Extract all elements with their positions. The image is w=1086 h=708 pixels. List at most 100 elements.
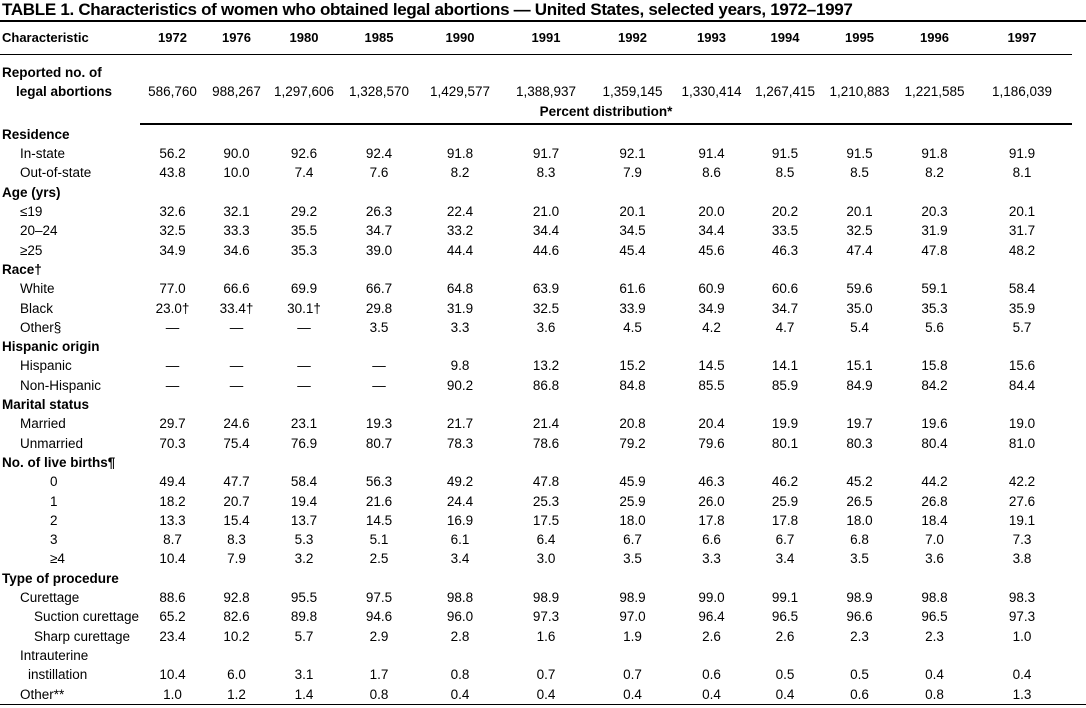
row-label: Suction curettage [34,609,140,625]
cell: 3.6 [925,551,944,567]
row-label: Other§ [20,319,62,335]
cell: 1,330,414 [681,84,742,100]
cell: 81.0 [1008,435,1036,451]
cell: 58.4 [1008,281,1036,297]
row-label: Hispanic [20,358,72,374]
cell: 33.9 [619,300,646,316]
cell: 98.9 [532,590,560,606]
cell: 0.5 [850,667,869,683]
cell: 5.6 [925,319,944,335]
cell: 0.4 [925,667,944,683]
section: No. of live births¶ 0 49.4 47.7 58.4 56.3 49.2… [0,453,1072,569]
data-table: Characteristic 1972 1976 1980 1985 1990 1991 19… [0,22,1072,704]
cell: 75.4 [223,435,250,451]
row-label: Non-Hispanic [20,377,102,393]
cell: 19.6 [921,416,948,432]
cell: 26.8 [921,493,948,509]
cell: 10.0 [223,165,250,181]
cell: 0.6 [850,686,869,702]
cell: 91.9 [1008,146,1036,162]
cell: 82.6 [223,609,250,625]
cell: 46.3 [698,474,725,490]
cell: 34.7 [771,300,799,316]
cell: 33.3 [223,223,250,239]
cell: 2.5 [369,551,389,567]
cell: 29.8 [365,300,393,316]
cell: 89.8 [290,609,318,625]
table-header: Characteristic 1972 1976 1980 1985 1990 1991 19… [0,22,1072,55]
cell: 77.0 [159,281,186,297]
cell: 19.1 [1008,512,1036,528]
cell: 42.2 [1008,474,1036,490]
cell: 19.4 [290,493,318,509]
data-row: 1 18.2 20.7 19.4 21.6 24.4 25.3 25.9 26.0 25.9 26.… [0,492,1072,511]
cell: 15.2 [619,358,646,374]
cell: 8.3 [227,532,246,548]
cell: 7.9 [227,551,246,567]
cell: 91.5 [771,146,799,162]
cell: 1.0 [1012,628,1032,644]
cell: 29.2 [290,204,318,220]
cell: 66.6 [223,281,250,297]
cell: — [165,319,180,335]
column-header: 1976 [205,22,268,55]
cell: 17.5 [532,512,560,528]
section-title: Residence [2,126,70,142]
cell: 98.3 [1008,590,1036,606]
cell: 0.4 [450,686,470,702]
cell: 32.6 [159,204,186,220]
cell: 14.5 [698,358,725,374]
section-title: Hispanic origin [2,339,100,355]
cell: 7.4 [294,165,314,181]
cell: 70.3 [159,435,186,451]
cell: 1,297,606 [273,84,335,100]
cell: 79.2 [619,435,646,451]
cell: 32.5 [159,223,186,239]
cell: 0.8 [369,686,389,702]
cell: 84.9 [846,377,873,393]
section: Hispanic origin Hispanic — — — — 9.8 13.2 15.2 14… [0,337,1072,395]
cell: 27.6 [1008,493,1036,509]
data-row: Curettage 88.6 92.8 95.5 97.5 98.8 98.9 98.9 99.… [0,588,1072,607]
cell: 7.6 [369,165,389,181]
subheader-row: Percent distribution* [0,101,1072,125]
cell: 18.2 [159,493,186,509]
column-header: 1990 [418,22,502,55]
cell: 15.8 [921,358,948,374]
cell: 96.5 [921,609,948,625]
row-label: 3 [50,532,58,548]
cell: 0.7 [536,667,556,683]
reported-block: Reported no. of legal abortions 586,760 988… [0,55,1072,125]
cell: 46.3 [771,242,799,258]
label-line: legal abortions [16,84,113,100]
cell: 6.8 [850,532,869,548]
section-row: Age (yrs) [0,183,1072,202]
cell: 0.5 [775,667,795,683]
cell: 18.0 [846,512,873,528]
cell: 15.4 [223,512,250,528]
column-header: 1997 [972,22,1072,55]
section-title: Marital status [2,397,90,413]
cell: 20.7 [223,493,250,509]
cell: — [297,358,311,374]
cell: 6.6 [702,532,721,548]
cell: 91.5 [846,146,873,162]
cell: 5.7 [294,628,314,644]
cell: — [372,377,386,393]
column-header: 1996 [897,22,972,55]
cell: 24.6 [223,416,250,432]
cell: 16.9 [446,512,474,528]
cell: 85.5 [698,377,725,393]
cell: 95.5 [290,590,318,606]
cell: 1.4 [294,686,314,702]
cell: 0.7 [623,667,642,683]
cell: 63.9 [532,281,560,297]
cell: 86.8 [532,377,560,393]
cell: 58.4 [290,474,318,490]
cell: 39.0 [365,242,393,258]
cell: 13.7 [290,512,318,528]
column-header: 1991 [502,22,590,55]
cell: 97.3 [532,609,560,625]
cell: 1,359,145 [602,84,663,100]
cell: 8.5 [850,165,869,181]
